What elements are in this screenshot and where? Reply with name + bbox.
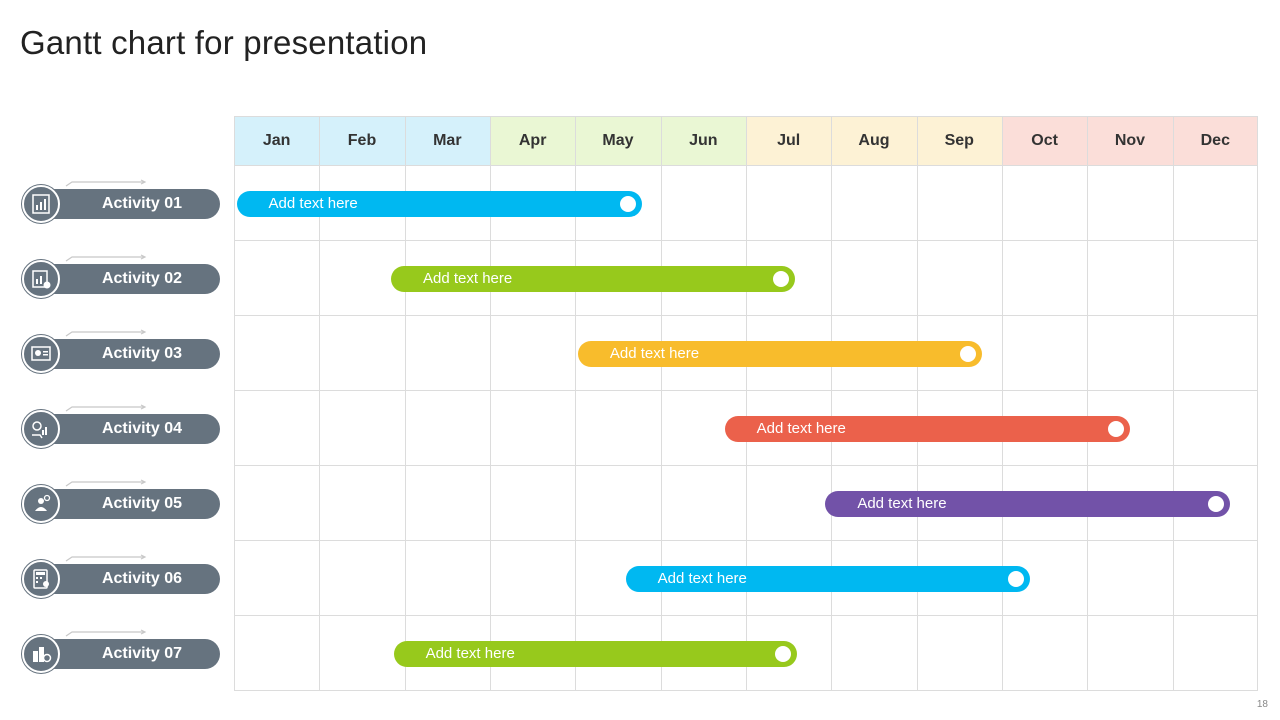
gantt-bar: Add text here [625,565,1031,592]
gantt-bar: Add text here [724,415,1130,442]
gantt-bar: Add text here [393,640,798,667]
activity-label-3: Activity 03 [22,328,220,373]
dashboard-icon [22,334,60,373]
bar-label: Add text here [657,570,747,587]
gantt-bar: Add text here [825,490,1230,517]
activity-name: Activity 03 [40,338,220,369]
grid-vline [404,116,406,691]
activity-label-6: Activity 06 [22,553,220,598]
bar-end-dot [775,645,792,662]
building-gear-icon [22,634,60,673]
bar-end-dot [1008,570,1025,587]
grid-hline [234,465,1258,466]
team-settings-icon [22,484,60,523]
gantt-bar: Add text here [577,340,983,367]
grid-vline [916,116,918,691]
bar-end-dot [1207,495,1224,512]
month-header-nov: Nov [1087,116,1173,166]
grid-vline [575,116,577,691]
page-title: Gantt chart for presentation [20,24,428,61]
grid-hline [234,240,1258,241]
activity-name: Activity 07 [40,638,220,669]
activity-label-4: Activity 04 [22,403,220,448]
activity-label-5: Activity 05 [22,478,220,523]
grid-hline [234,615,1258,616]
grid-hline [234,116,1258,117]
activity-name: Activity 06 [40,563,220,594]
grid-vline [319,116,321,691]
bar-end-dot [619,195,636,212]
bar-label: Add text here [756,420,846,437]
bar-label: Add text here [425,645,515,662]
grid-hline [234,690,1258,691]
gantt-chart: Jan Feb Mar Apr May Jun Jul Aug Sep Oct Nov Dec Add … [234,116,1258,691]
grid-vline [1001,116,1003,691]
presentation-chart-icon [22,184,60,223]
grid-vline [745,116,747,691]
arrow-icon [65,553,147,561]
month-header-dec: Dec [1172,116,1258,166]
arrow-icon [65,478,147,486]
grid-vline [234,116,235,691]
activity-label-7: Activity 07 [22,628,220,673]
activity-name: Activity 02 [40,263,220,294]
month-header-jan: Jan [234,116,320,166]
financial-report-icon [22,259,60,298]
grid-hline [234,390,1258,391]
gantt-bar: Add text here [236,190,642,217]
activity-label-1: Activity 01 [22,178,220,223]
month-header-mar: Mar [404,116,490,166]
arrow-icon [65,253,147,261]
grid-vline [660,116,662,691]
grid-vline [831,116,833,691]
grid-vline [489,116,491,691]
month-header-aug: Aug [831,116,917,166]
month-header-apr: Apr [489,116,576,166]
month-header-oct: Oct [1001,116,1088,166]
month-header-jun: Jun [660,116,746,166]
arrow-icon [65,403,147,411]
investment-growth-icon [22,409,60,448]
bar-end-dot [1107,420,1124,437]
gantt-bar: Add text here [391,265,796,292]
arrow-icon [65,628,147,636]
month-header-feb: Feb [319,116,405,166]
bar-label: Add text here [268,195,358,212]
activity-name: Activity 05 [40,488,220,519]
bar-label: Add text here [857,495,947,512]
month-header-may: May [575,116,661,166]
grid-vline [1257,116,1258,691]
activity-name: Activity 01 [40,188,220,219]
arrow-icon [65,178,147,186]
arrow-icon [65,328,147,336]
grid-hline [234,315,1258,316]
bar-end-dot [773,270,790,287]
grid-hline [234,165,1258,166]
activity-label-2: Activity 02 [22,253,220,298]
activity-name: Activity 04 [40,413,220,444]
grid-hline [234,540,1258,541]
bar-label: Add text here [423,270,513,287]
calculator-icon [22,559,60,598]
month-header-sep: Sep [916,116,1002,166]
grid-vline [1087,116,1089,691]
bar-end-dot [960,345,977,362]
month-header-jul: Jul [745,116,832,166]
grid-vline [1172,116,1174,691]
page-number: 18 [1256,699,1268,710]
bar-label: Add text here [609,345,700,362]
